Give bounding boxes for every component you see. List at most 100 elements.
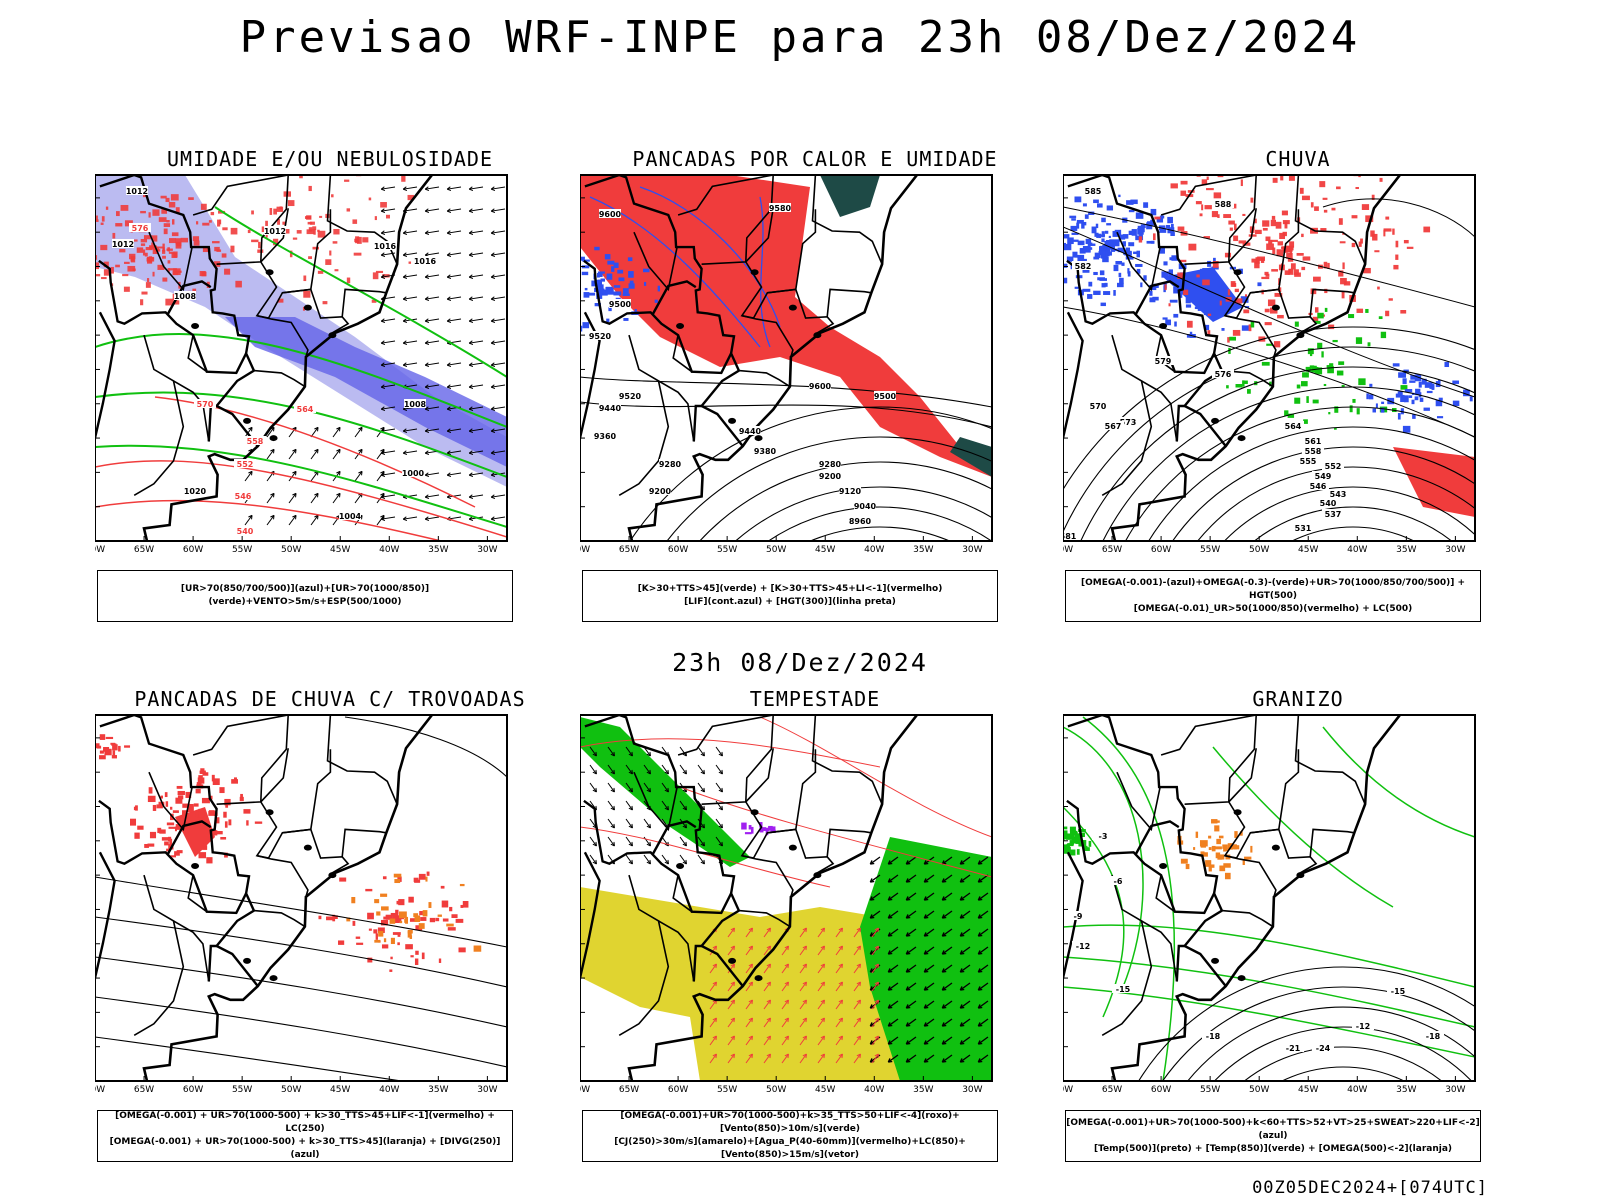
thunderstorm-cells [382, 876, 387, 880]
wind-vector-head [802, 945, 807, 951]
wind-vector [354, 470, 363, 482]
wind-vector-head [424, 208, 430, 214]
state-border [658, 920, 695, 982]
thunderstorm-cells [175, 824, 181, 830]
humidity-red-cells [401, 175, 406, 182]
contour-label-bg [112, 239, 134, 248]
lifted-index-cells [583, 292, 590, 298]
omega-red-cells [1201, 179, 1208, 186]
omega-green-cells [1321, 351, 1324, 358]
lifted-index-cells [580, 256, 585, 261]
lon-label: 40W [379, 1085, 399, 1095]
wind-vector [905, 910, 917, 919]
omega500-cells [1205, 860, 1212, 867]
contour-label-bg [404, 399, 426, 408]
wind-vector [977, 1018, 989, 1027]
omega-blue-cells [1173, 286, 1179, 294]
omega-red-cells [1232, 203, 1237, 209]
thunderstorm-cells [185, 791, 192, 798]
country-border [584, 715, 744, 987]
humidity-red-cells [371, 299, 377, 303]
thunderstorm-cells [367, 957, 373, 963]
thunderstorm-cells [352, 920, 356, 926]
legend-line: [OMEGA(-0.001)+UR>70(1000-500)+k>35_TTS>… [620, 1111, 960, 1134]
wind-vector-head [380, 318, 386, 324]
contour-label: 564 [297, 405, 314, 414]
wind-vector-head [468, 340, 474, 346]
wind-vector [923, 892, 935, 901]
thunderstorm-cells [220, 836, 227, 840]
wind-vector [589, 764, 597, 775]
contour-label: 585 [1085, 187, 1102, 196]
humidity-red-cells [122, 274, 129, 277]
state-border [618, 334, 670, 496]
contour-label-bg [839, 486, 861, 495]
legend-line: [OMEGA(-0.001)-(azul)+OMEGA(-0.3)-(verde… [1080, 577, 1466, 601]
wind-vector [887, 910, 899, 919]
thunderstorm-cells [413, 877, 419, 882]
omega-red-cells [1188, 243, 1197, 251]
omega-blue-cells [1088, 243, 1096, 246]
wind-vector-head [784, 999, 789, 1005]
wind-vector-head [856, 999, 861, 1005]
wind-vector-head [292, 470, 297, 476]
wind-vector [959, 892, 971, 901]
lake [813, 872, 822, 879]
streamline [1212, 746, 1394, 908]
omega-green-cells [1247, 389, 1251, 394]
omega-green-cells [1294, 397, 1301, 404]
humidity-red-cells [362, 237, 369, 243]
wind-vector [763, 1017, 771, 1028]
state-border [326, 715, 398, 805]
instability-orange-cells [351, 896, 356, 904]
state-border [282, 288, 350, 335]
wind-vector-head [270, 448, 275, 454]
map-frame [95, 174, 508, 542]
humidity-red-cells [162, 255, 166, 259]
wind-vector [853, 1035, 861, 1046]
omega-red-cells [1355, 186, 1359, 190]
thunderstorm-cells [165, 801, 169, 807]
contour-label-bg [1312, 1043, 1334, 1052]
contour-label: -9 [1074, 912, 1083, 921]
omega-blue-cells [1412, 414, 1416, 419]
wind-vector [905, 1054, 917, 1063]
wind-vector [959, 964, 971, 973]
lake [1237, 975, 1246, 982]
humidity-red-cells [168, 251, 175, 254]
thunderstorm-cells [208, 811, 217, 816]
contour-label: 9200 [649, 487, 672, 496]
wind-vector-head [424, 230, 430, 236]
wind-vector-head [336, 470, 341, 476]
omega-red-cells [1383, 229, 1386, 237]
wind-vector-head [820, 1017, 825, 1023]
wind-vector-head [941, 932, 947, 937]
wind-vector [781, 963, 789, 974]
legend-line: [OMEGA(-0.01)_UR>50(1000/850)(vermelho) … [1133, 603, 1413, 614]
wind-vector [607, 764, 615, 775]
wind-vector-head [856, 963, 861, 969]
omega-red-cells [1177, 226, 1185, 231]
wind-vector [977, 910, 989, 919]
lifted-index-cells [587, 292, 596, 296]
instability-orange-cells [389, 918, 396, 924]
panel-title: TEMPESTADE [749, 687, 881, 711]
wind-vector [745, 927, 753, 938]
wind-vector-head [712, 981, 717, 987]
lifted-index-cells [598, 286, 602, 294]
contour-label: 561 [1305, 437, 1322, 446]
thunderstorm-cells [202, 845, 208, 850]
humidity-red-cells [325, 259, 332, 265]
omega-red-cells [1269, 307, 1278, 314]
omega-red-cells [1154, 216, 1161, 220]
wind-vector-head [468, 428, 474, 434]
wind-vector-head [923, 1058, 929, 1063]
omega-blue-cells [1082, 248, 1087, 252]
lifted-index-cells [594, 246, 600, 251]
omega-green-cells [1328, 412, 1331, 415]
omega-green-cells [1284, 410, 1289, 416]
humidity-red-cells [332, 241, 338, 244]
omega-blue-cells [1116, 282, 1124, 288]
omega-blue-cells [1167, 216, 1173, 224]
contour-label: 582 [1075, 262, 1092, 271]
